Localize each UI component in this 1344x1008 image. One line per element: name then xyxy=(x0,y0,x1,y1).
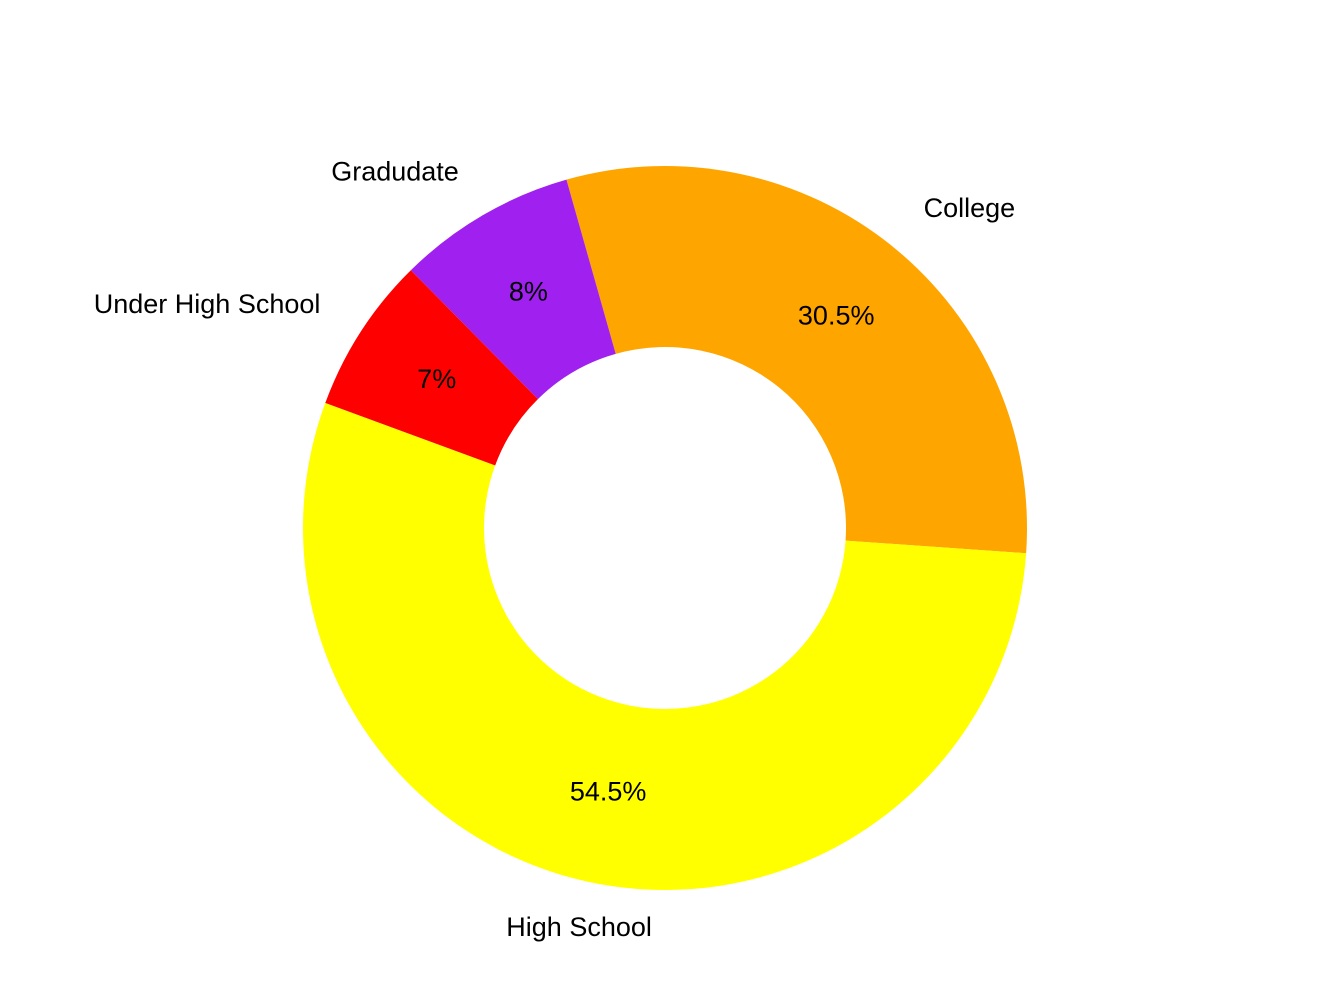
slice-college xyxy=(566,166,1028,554)
pct-label-under-high-school: 7% xyxy=(417,364,456,394)
pct-label-high-school: 54.5% xyxy=(570,777,647,807)
slice-high-school xyxy=(303,403,1027,891)
category-label-college: College xyxy=(924,193,1016,223)
pct-label-college: 30.5% xyxy=(798,300,875,330)
chart-labels: 30.5% College 8% Gradudate 7% Under High Scho… xyxy=(94,157,1015,942)
category-label-under-high-school: Under High School xyxy=(94,289,321,319)
chart-slices xyxy=(303,166,1028,891)
category-label-high-school: High School xyxy=(506,912,652,942)
pct-label-gradudate: 8% xyxy=(509,276,548,306)
slice-under-high-school xyxy=(325,270,538,466)
category-label-gradudate: Gradudate xyxy=(331,157,459,187)
slice-gradudate xyxy=(410,179,616,400)
